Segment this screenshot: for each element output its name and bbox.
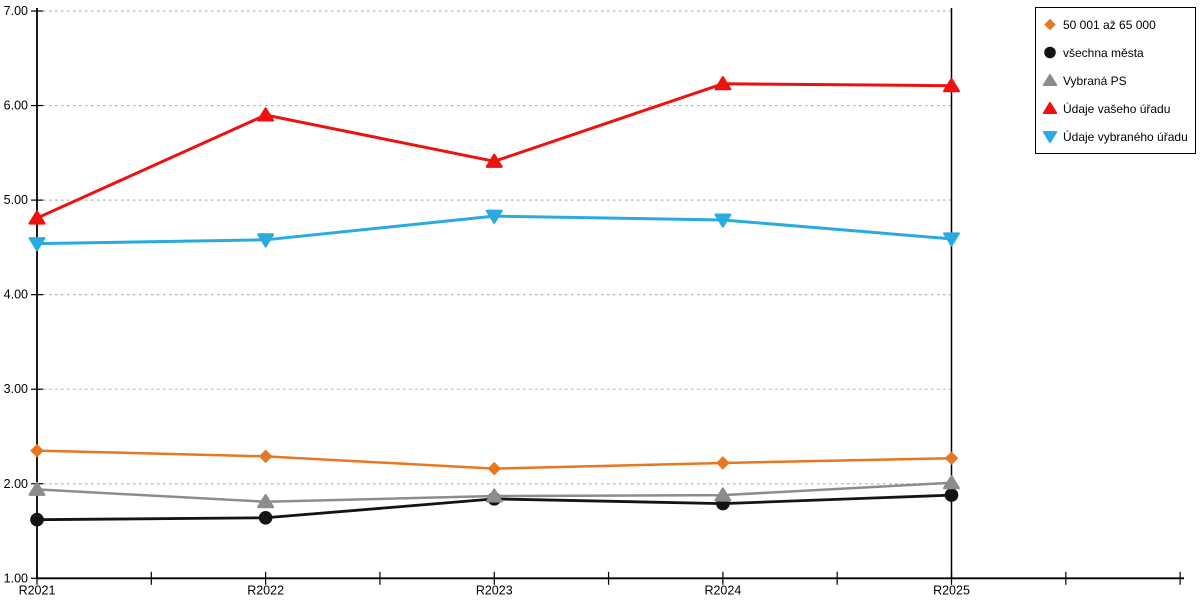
y-tick-label: 3.00	[4, 382, 28, 396]
legend-label: Údaje vašeho úřadu	[1063, 101, 1171, 116]
marker-triangle-up-icon	[485, 488, 503, 503]
legend-item-0: 50 001 až 65 000	[1042, 15, 1189, 34]
legend-marker-triangle-up-icon	[1042, 101, 1058, 115]
legend-label: Údaje vybraného úřadu	[1063, 129, 1188, 144]
marker-diamond-icon	[487, 461, 502, 476]
marker-diamond-icon	[30, 443, 44, 458]
legend-label: všechna města	[1063, 45, 1144, 60]
marker-circle-icon	[258, 510, 273, 525]
series-line-3	[36, 82, 952, 220]
legend-item-3: Údaje vašeho úřadu	[1042, 99, 1189, 118]
marker-diamond-icon	[944, 451, 959, 466]
y-tick-label: 6.00	[4, 99, 28, 113]
legend-marker-shape	[1044, 18, 1056, 31]
legend-item-1: všechna města	[1042, 43, 1189, 62]
marker-triangle-up-icon	[485, 153, 503, 168]
legend-marker-shape	[1044, 46, 1056, 59]
marker-triangle-up-icon	[942, 475, 961, 490]
marker-triangle-up-icon	[257, 494, 275, 509]
y-tick-label: 7.00	[4, 4, 28, 18]
x-tick-label: R2025	[933, 584, 970, 598]
marker-triangle-up-icon	[28, 210, 46, 225]
x-tick-label: R2023	[476, 584, 513, 598]
legend-marker-diamond-icon	[1044, 18, 1056, 31]
y-tick-label: 4.00	[4, 288, 28, 302]
y-tick-label: 2.00	[4, 477, 28, 491]
marker-triangle-down-icon	[942, 232, 961, 247]
legend-marker-triangle-up-icon	[1042, 73, 1058, 87]
marker-triangle-down-icon	[485, 209, 503, 224]
y-tick-label: 5.00	[4, 193, 28, 207]
marker-triangle-down-icon	[714, 213, 732, 228]
legend-item-4: Údaje vybraného úřadu	[1042, 127, 1189, 146]
legend: 50 001 až 65 000 všechna města Vybraná PS Ú…	[1035, 7, 1196, 154]
x-tick-label: R2024	[704, 584, 741, 598]
marker-diamond-icon	[258, 449, 273, 464]
marker-triangle-up-icon	[257, 107, 275, 122]
marker-circle-icon	[944, 488, 959, 502]
marker-triangle-up-icon	[28, 481, 46, 496]
marker-triangle-up-icon	[942, 77, 961, 93]
legend-marker-shape	[1042, 130, 1058, 144]
legend-marker-triangle-down-icon	[1042, 130, 1058, 144]
legend-marker-shape	[1042, 101, 1058, 115]
legend-marker-shape	[1042, 73, 1058, 87]
marker-circle-icon	[30, 512, 44, 527]
marker-triangle-up-icon	[714, 76, 732, 91]
legend-label: Vybraná PS	[1063, 73, 1127, 88]
marker-triangle-down-icon	[28, 237, 46, 252]
marker-triangle-down-icon	[257, 233, 275, 248]
legend-item-2: Vybraná PS	[1042, 71, 1189, 90]
marker-triangle-up-icon	[714, 487, 732, 502]
legend-label: 50 001 až 65 000	[1063, 17, 1156, 32]
legend-marker-circle-icon	[1044, 46, 1056, 59]
y-tick-label: 1.00	[4, 571, 28, 585]
x-tick-label: R2022	[247, 584, 284, 598]
marker-diamond-icon	[716, 456, 730, 470]
x-tick-label: R2021	[19, 584, 56, 598]
